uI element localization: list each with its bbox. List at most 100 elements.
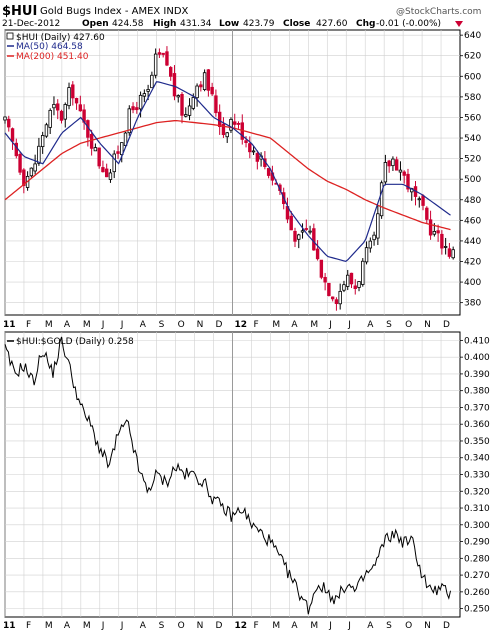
- x-tick-label: A: [291, 320, 298, 330]
- y-tick-label: 0.370: [464, 403, 490, 413]
- x-tick-label: J: [328, 621, 332, 631]
- candle-body: [199, 84, 203, 88]
- candle-body: [210, 86, 214, 95]
- candle-body: [18, 153, 22, 173]
- y-tick-label: 440: [464, 237, 481, 247]
- x-tick-label: M: [310, 621, 318, 631]
- candle-body: [391, 158, 395, 167]
- x-tick-label: J: [328, 320, 332, 330]
- high-label: High: [153, 19, 176, 29]
- y-tick-label: 580: [464, 93, 481, 103]
- x-tick-label: M: [83, 621, 91, 631]
- candle-body: [346, 274, 350, 287]
- candle-body: [161, 52, 165, 55]
- x-tick-label: A: [367, 621, 374, 631]
- candle-body: [361, 260, 365, 285]
- y-tick-label: 0.280: [464, 554, 490, 564]
- price-legend: $HUI (Daily) 427.60 MA(50) 464.58 MA(200…: [6, 32, 105, 62]
- candle-body: [184, 114, 188, 117]
- candle-body: [436, 230, 440, 234]
- candle-body: [217, 111, 222, 127]
- watermark: @StockCharts.com: [396, 7, 481, 17]
- y-tick-label: 0.360: [464, 420, 490, 430]
- x-tick-label: N: [197, 320, 204, 330]
- index-name: Gold Bugs Index - AMEX INDX: [40, 6, 189, 17]
- candle-body: [120, 142, 124, 156]
- candle-body: [421, 195, 425, 206]
- price-legend-swatch: [6, 32, 14, 40]
- x-tick-label: O: [405, 621, 412, 631]
- candle-body: [353, 285, 357, 289]
- candle-body: [153, 53, 158, 76]
- y-tick-label: 0.320: [464, 487, 490, 497]
- candle-body: [191, 97, 196, 109]
- y-tick-label: 0.290: [464, 538, 490, 548]
- chg-value: -0.01 (-0.00%): [376, 19, 441, 29]
- candle-body: [308, 230, 312, 233]
- open-label: Open: [82, 19, 109, 29]
- candle-body: [293, 230, 297, 242]
- y-tick-label: 0.380: [464, 387, 490, 397]
- y-tick-label: 0.250: [464, 605, 490, 615]
- low-label: Low: [219, 19, 239, 29]
- y-tick-label: 540: [464, 134, 481, 144]
- candle-body: [248, 143, 252, 153]
- candle-body: [108, 172, 113, 180]
- candle-body: [187, 105, 192, 116]
- y-tick-label: 460: [464, 216, 481, 226]
- candle-body: [376, 213, 380, 239]
- candle-body: [157, 52, 162, 55]
- candle-body: [142, 93, 147, 97]
- candle-body: [342, 284, 346, 291]
- x-tick-label: S: [159, 621, 165, 631]
- candle-body: [101, 167, 105, 173]
- candle-body: [67, 87, 71, 107]
- x-tick-label: 12: [235, 320, 248, 330]
- candle-body: [233, 121, 237, 125]
- candle-body: [330, 296, 335, 300]
- chg-label: Chg: [356, 19, 375, 29]
- candle-body: [447, 248, 452, 257]
- candle-body: [176, 95, 180, 98]
- candle-body: [440, 233, 444, 249]
- high-value: 431.34: [180, 19, 212, 29]
- ma50-line: [4, 81, 451, 263]
- y-tick-label: 620: [464, 52, 481, 62]
- x-tick-label: F: [26, 621, 31, 631]
- candle-body: [123, 132, 128, 146]
- candle-body: [71, 84, 75, 99]
- candle-body: [202, 72, 207, 90]
- x-tick-label: A: [64, 621, 71, 631]
- candle-body: [7, 118, 11, 128]
- candle-body: [138, 94, 143, 110]
- candle-body: [195, 85, 199, 99]
- candle-body: [251, 150, 256, 153]
- candle-body: [206, 69, 211, 91]
- candle-body: [300, 230, 305, 233]
- candle-body: [297, 234, 301, 240]
- candle-body: [22, 169, 26, 186]
- low-value: 423.79: [243, 19, 275, 29]
- x-tick-label: J: [347, 621, 351, 631]
- candle-body: [319, 259, 324, 278]
- candle-body: [33, 163, 37, 172]
- candle-body: [394, 159, 399, 171]
- quote-date: 21-Dec-2012: [2, 19, 60, 29]
- x-tick-label: O: [178, 320, 185, 330]
- candle-body: [131, 106, 135, 111]
- ratio-grid: [4, 332, 460, 617]
- x-tick-label: 11: [3, 320, 16, 330]
- y-tick-label: 380: [464, 299, 481, 309]
- candle-body: [398, 169, 403, 173]
- candle-body: [406, 173, 410, 190]
- x-tick-label: F: [253, 320, 258, 330]
- price-x-axis: 11 F M A M J J A S O N D 12 F M A M J J A S O N D: [3, 320, 450, 330]
- y-tick-label: 640: [464, 31, 481, 41]
- candle-body: [349, 272, 354, 285]
- close-label: Close: [283, 19, 310, 29]
- candle-body: [357, 281, 361, 288]
- candle-body: [40, 135, 45, 148]
- candle-body: [334, 299, 339, 304]
- x-tick-label: J: [101, 621, 105, 631]
